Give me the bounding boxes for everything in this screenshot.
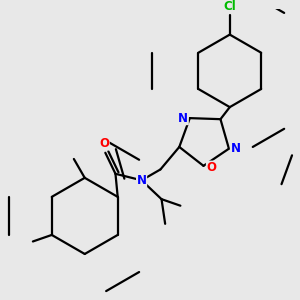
Text: Cl: Cl [224,0,236,13]
Text: O: O [206,161,217,174]
Text: N: N [230,142,241,155]
Text: O: O [99,137,109,150]
Text: N: N [178,112,188,124]
Text: N: N [136,174,147,187]
